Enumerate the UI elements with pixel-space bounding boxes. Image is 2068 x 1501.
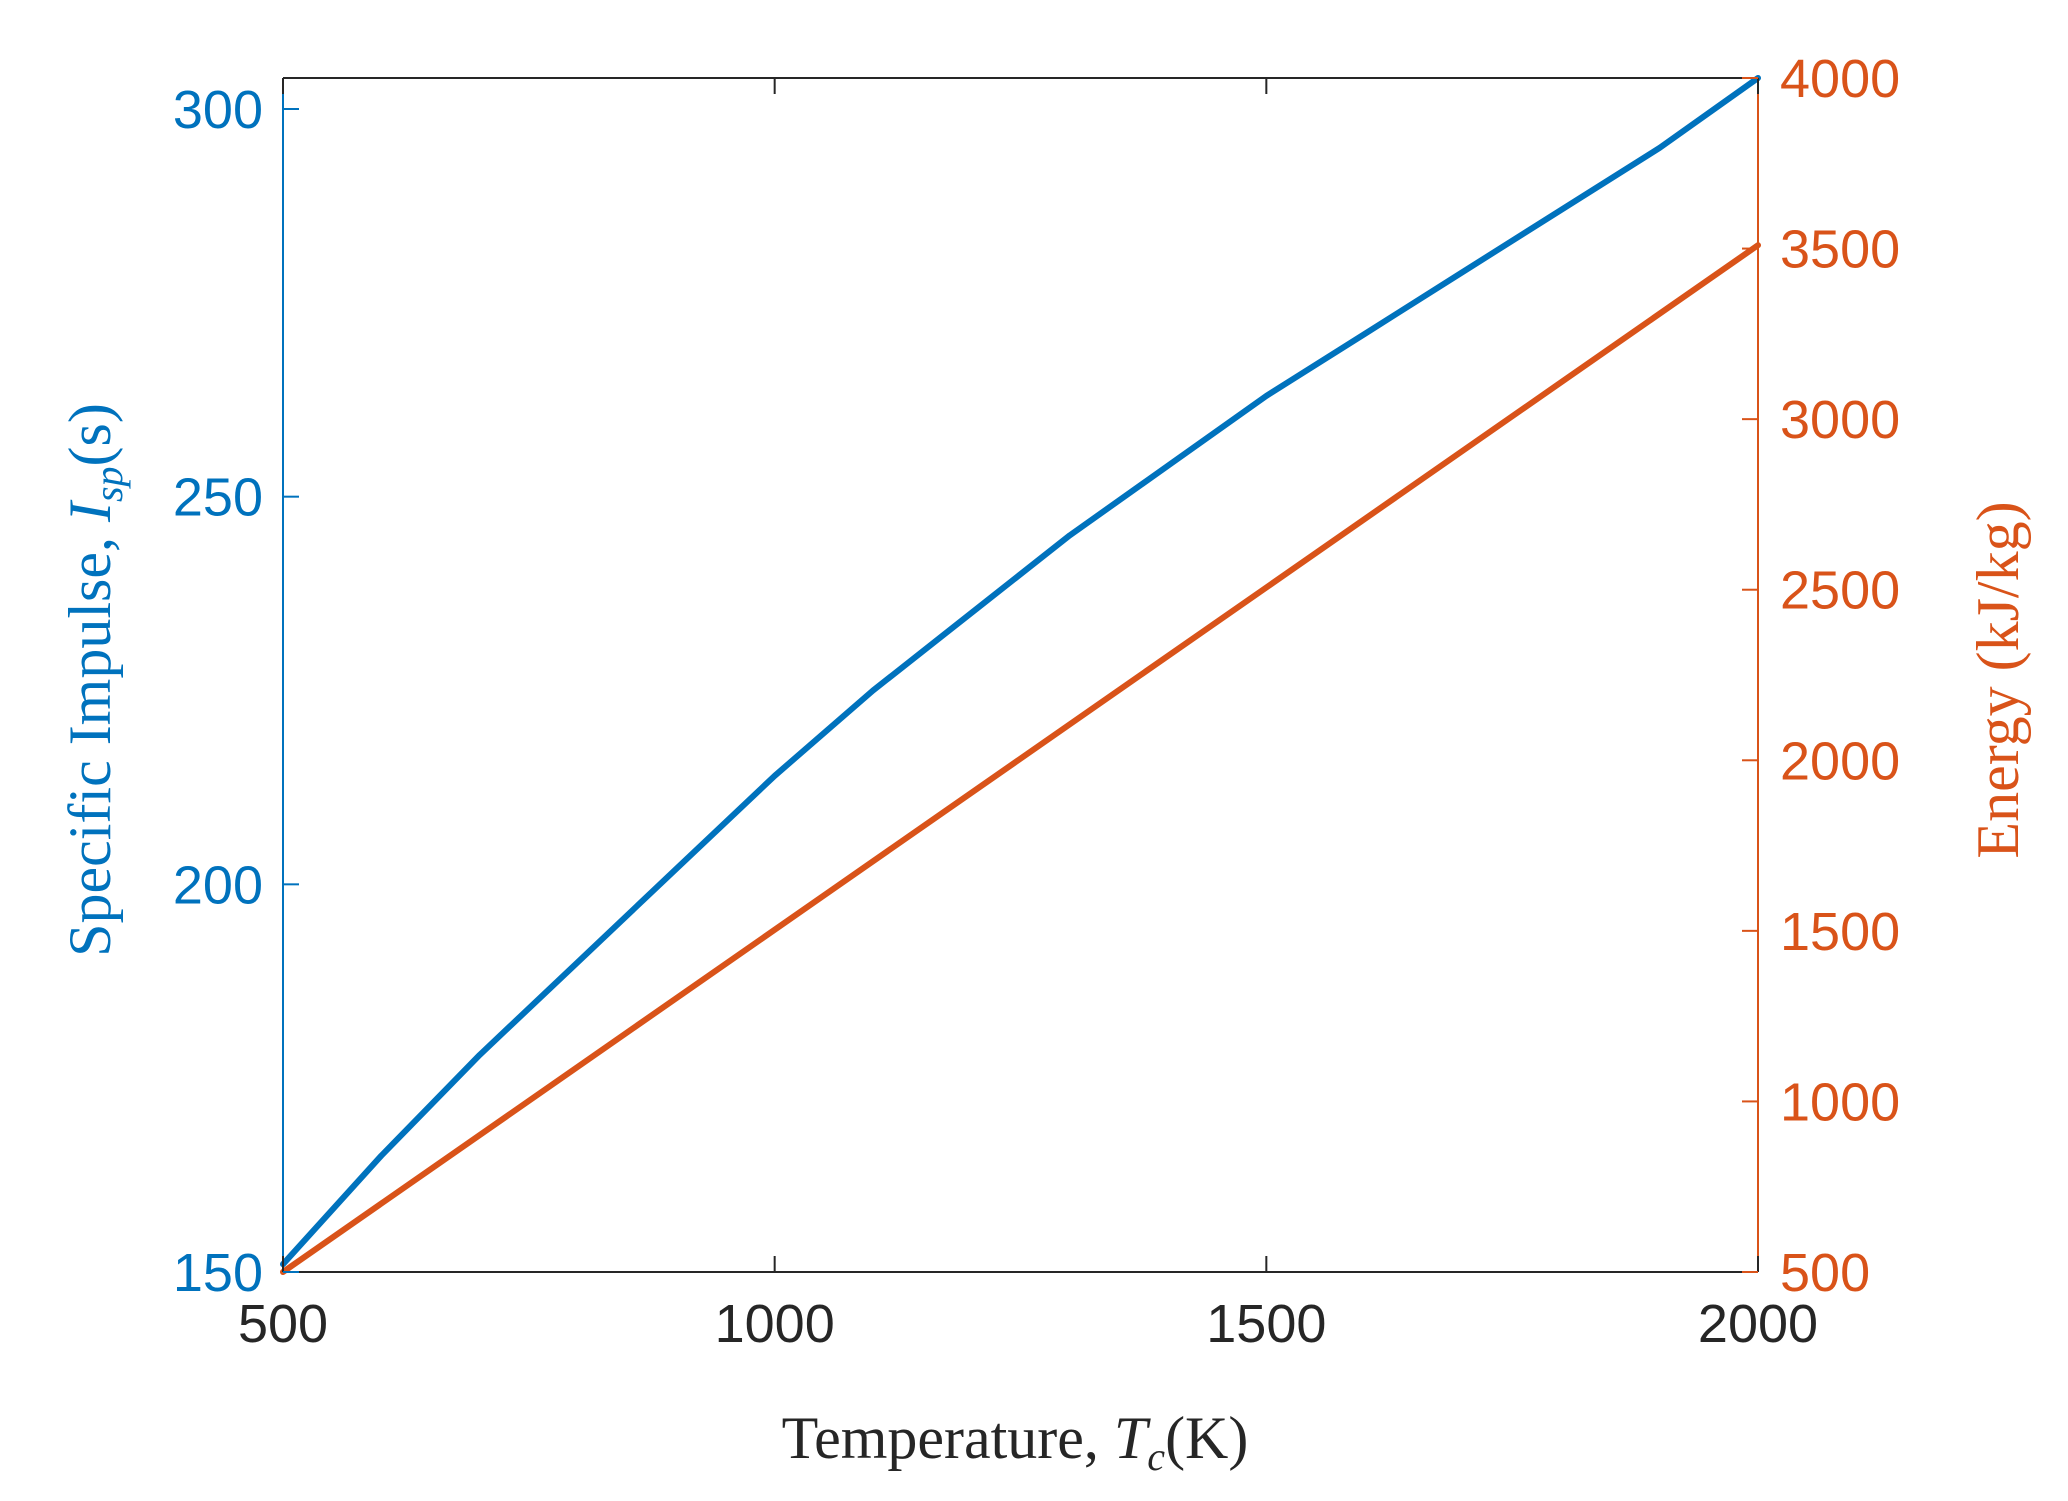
y-right-tick-label: 1000 (1780, 1072, 1900, 1132)
y-left-tick-label: 150 (173, 1243, 263, 1303)
y-right-tick-label: 1500 (1780, 902, 1900, 962)
plot-area (283, 78, 1758, 1272)
y-right-tick-label: 3000 (1780, 390, 1900, 450)
ticks-layer: 500 1000 1500 2000 150 200 250 300 500 1000 1500 20… (173, 49, 1900, 1354)
y-right-tick-label: 4000 (1780, 49, 1900, 109)
series-line-left (280, 75, 1761, 1268)
y-right-axis-title: Energy (kJ/kg) (1965, 501, 2031, 858)
y-right-tick-label: 2500 (1780, 561, 1900, 621)
x-tick-label: 2000 (1698, 1294, 1818, 1354)
axes-layer (282, 77, 1759, 1273)
series-layer (280, 75, 1761, 1275)
series-line-right (280, 242, 1761, 1275)
x-tick-label: 1000 (715, 1294, 835, 1354)
y-right-tick-label: 2000 (1780, 731, 1900, 791)
y-left-tick-label: 300 (173, 80, 263, 140)
y-left-axis-title: Specific Impulse, Isp(s) (57, 403, 131, 957)
x-tick-label: 1500 (1206, 1294, 1326, 1354)
x-axis-title: Temperature, Tc(K) (782, 1405, 1249, 1479)
y-right-tick-label: 3500 (1780, 220, 1900, 280)
y-right-tick-label: 500 (1780, 1243, 1870, 1303)
x-tick-label: 500 (238, 1294, 328, 1354)
y-left-tick-label: 200 (173, 855, 263, 915)
y-left-tick-label: 250 (173, 468, 263, 528)
